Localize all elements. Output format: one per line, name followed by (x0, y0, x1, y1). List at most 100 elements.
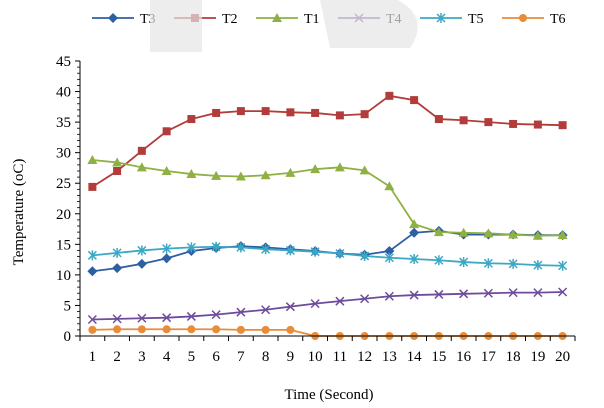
data-point (112, 263, 123, 274)
data-point (261, 325, 270, 334)
marker-stroke (384, 291, 394, 301)
data-point (458, 227, 469, 237)
x-tick-label: 12 (357, 349, 372, 365)
data-point (112, 247, 122, 258)
marker-stroke (558, 287, 568, 297)
x-tick-label: 17 (481, 349, 497, 365)
data-point (87, 266, 98, 277)
legend-label: T5 (468, 12, 484, 27)
legend-marker (436, 13, 446, 23)
series-line (91, 94, 563, 188)
x-tick-label: 20 (555, 349, 570, 365)
x-tick-label: 16 (456, 349, 472, 365)
data-point (533, 288, 543, 298)
data-point (434, 289, 444, 299)
data-point (186, 169, 197, 179)
data-point (285, 245, 295, 256)
y-tick-label: 25 (56, 176, 71, 192)
data-point (310, 299, 320, 309)
data-point (385, 91, 394, 100)
data-point (137, 325, 146, 334)
data-point (261, 244, 271, 255)
marker-stroke (87, 314, 97, 325)
data-point (212, 108, 221, 117)
data-point (235, 171, 246, 181)
data-point (211, 310, 221, 320)
legend-item-t2: T2 (174, 12, 238, 27)
data-point (409, 219, 420, 229)
y-tick-label: 15 (56, 237, 71, 253)
y-tick-label: 35 (56, 115, 71, 131)
data-point (310, 246, 320, 257)
data-point (384, 291, 394, 301)
x-tick-label: 2 (113, 349, 121, 365)
data-point (137, 313, 147, 323)
legend: T3 T2 T1 T4 T5 T6 (92, 12, 566, 27)
data-point (286, 108, 295, 117)
x-tick-label: 7 (237, 349, 245, 365)
data-point (384, 246, 395, 257)
data-point (558, 121, 567, 130)
series-t5 (87, 241, 568, 271)
x-tick-label: 13 (382, 349, 397, 365)
series-t1 (87, 155, 568, 240)
marker-stroke (434, 289, 444, 299)
data-point (359, 165, 370, 175)
data-point (335, 111, 344, 120)
data-point (236, 107, 245, 116)
data-point (508, 288, 518, 298)
data-point (311, 108, 320, 117)
legend-marker (519, 14, 527, 22)
data-point (212, 325, 221, 334)
data-point (360, 250, 370, 261)
marker-stroke (162, 313, 172, 323)
marker-stroke (261, 305, 271, 315)
legend-label: T3 (140, 12, 156, 27)
data-point (236, 325, 245, 334)
y-tick-label: 5 (64, 298, 72, 314)
y-tick-label: 45 (56, 54, 71, 70)
data-point (88, 182, 97, 191)
data-point (483, 288, 493, 298)
data-point (532, 230, 543, 240)
data-point (483, 228, 494, 238)
marker-stroke (310, 299, 320, 309)
y-tick-label: 20 (56, 207, 71, 223)
data-point (484, 118, 493, 127)
data-point (88, 325, 97, 334)
series-line (92, 291, 563, 321)
data-point (136, 258, 147, 269)
legend-label: T6 (550, 12, 566, 27)
data-point (87, 314, 97, 325)
data-point (459, 116, 468, 125)
data-point (162, 243, 172, 254)
data-point (137, 245, 147, 256)
data-point (434, 255, 444, 266)
data-point (286, 325, 295, 334)
data-point (434, 115, 443, 124)
x-tick-label: 10 (308, 349, 323, 365)
data-point (508, 258, 518, 269)
legend-item-t1: T1 (256, 12, 320, 27)
data-point (509, 119, 518, 128)
marker-stroke (335, 296, 345, 306)
data-point (433, 227, 444, 237)
legend-marker (272, 13, 282, 22)
x-tick-label: 4 (163, 349, 171, 365)
data-point (410, 96, 419, 105)
series-t4 (87, 287, 568, 325)
data-point (285, 302, 295, 312)
y-tick-label: 40 (56, 85, 71, 101)
x-tick-label: 6 (212, 349, 220, 365)
data-point (360, 294, 370, 304)
data-point (87, 250, 97, 261)
x-tick-label: 8 (262, 349, 270, 365)
data-point (186, 242, 196, 253)
marker-stroke (186, 311, 196, 321)
data-point (335, 296, 345, 306)
data-point (558, 260, 568, 271)
marker-stroke (459, 289, 469, 299)
marker-stroke (285, 302, 295, 312)
data-point (162, 325, 171, 334)
data-point (137, 146, 146, 155)
